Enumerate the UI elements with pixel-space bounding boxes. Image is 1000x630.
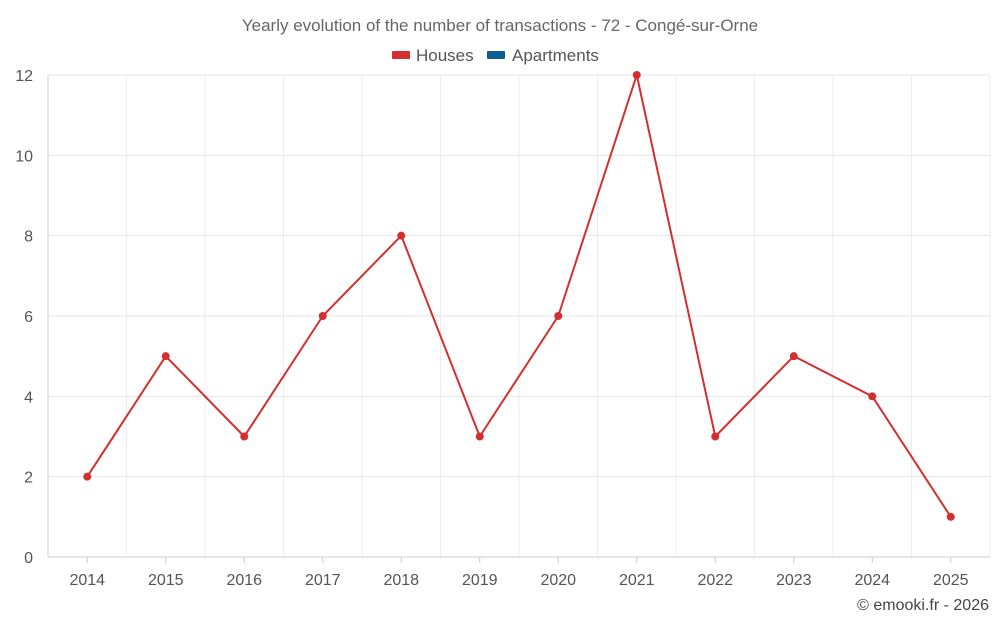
legend-swatch-houses xyxy=(392,51,410,59)
legend-item-apartments[interactable]: Apartments xyxy=(487,46,599,65)
y-tick-label: 0 xyxy=(24,550,33,567)
chart-title: Yearly evolution of the number of transa… xyxy=(242,16,758,35)
x-tick-label-2014: 2014 xyxy=(69,572,105,589)
x-tick-label-2015: 2015 xyxy=(148,572,184,589)
data-point-houses-2014[interactable] xyxy=(83,472,92,481)
axes: 0 2 4 6 8 10 12 2014 2015 2016 2017 2018 2019 2020 202… xyxy=(15,68,990,589)
data-point-houses-2023[interactable] xyxy=(789,352,798,361)
legend-item-houses[interactable]: Houses xyxy=(392,46,474,65)
data-point-houses-2021[interactable] xyxy=(632,71,641,79)
x-tick-label-2024: 2024 xyxy=(854,572,890,589)
credit-text: © emooki.fr - 2026 xyxy=(857,597,989,614)
x-tick-label-2018: 2018 xyxy=(383,572,419,589)
x-tick-label-2017: 2017 xyxy=(305,572,341,589)
x-tick-label-2019: 2019 xyxy=(462,572,498,589)
x-tick-label-2016: 2016 xyxy=(226,572,262,589)
data-point-houses-2020[interactable] xyxy=(554,312,563,320)
legend-label-houses: Houses xyxy=(416,46,474,65)
x-tick-label-2023: 2023 xyxy=(776,572,812,589)
data-point-houses-2018[interactable] xyxy=(397,231,406,240)
x-tick-label-2025: 2025 xyxy=(933,572,969,589)
y-tick-label: 2 xyxy=(24,470,33,487)
x-tick-label-2021: 2021 xyxy=(619,572,655,589)
x-tick-label-2020: 2020 xyxy=(540,572,576,589)
series-line-houses xyxy=(86,74,952,518)
data-point-houses-2024[interactable] xyxy=(868,392,877,401)
data-point-houses-2019[interactable] xyxy=(475,432,484,441)
y-tick-label: 6 xyxy=(24,309,33,326)
legend-label-apartments: Apartments xyxy=(512,46,599,65)
legend: Houses Apartments xyxy=(392,46,599,65)
y-tick-label: 10 xyxy=(15,148,33,165)
data-point-houses-2017[interactable] xyxy=(318,312,327,320)
gridlines xyxy=(47,74,991,557)
data-point-houses-2022[interactable] xyxy=(711,432,720,441)
data-point-houses-2016[interactable] xyxy=(240,432,249,441)
y-tick-label: 4 xyxy=(24,389,33,406)
y-tick-label: 12 xyxy=(15,68,33,85)
series-houses xyxy=(83,71,955,521)
legend-swatch-apartments xyxy=(487,51,505,59)
data-point-houses-2025[interactable] xyxy=(946,512,955,521)
x-tick-label-2022: 2022 xyxy=(697,572,733,589)
y-tick-label: 8 xyxy=(24,229,33,246)
data-point-houses-2015[interactable] xyxy=(161,352,170,361)
